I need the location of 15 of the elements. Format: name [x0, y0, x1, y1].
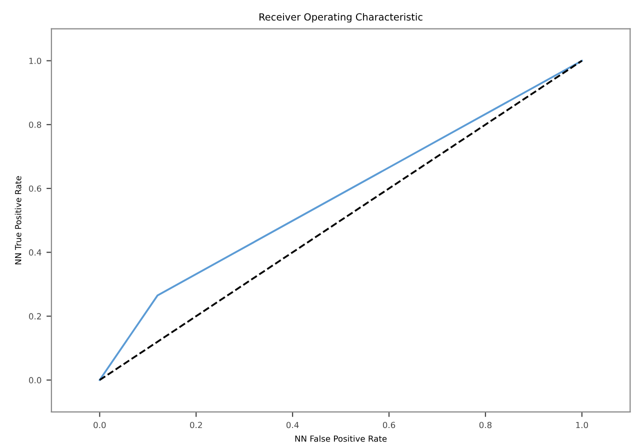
x-tick-label: 0.4 [286, 422, 299, 428]
y-tick-label: 0.8 [29, 122, 42, 128]
y-tick-label: 0.6 [29, 185, 42, 192]
y-tick-label: 0.0 [29, 377, 42, 384]
x-tick-label: 0.8 [479, 422, 492, 428]
x-tick-label: 0.6 [382, 422, 396, 428]
y-tick-label: 1.0 [29, 58, 42, 64]
x-tick-label: 0.0 [94, 422, 106, 428]
x-tick-label: 1.0 [576, 422, 588, 428]
y-tick-label: 0.2 [29, 313, 41, 320]
chart-title: Receiver Operating Characteristic [260, 13, 422, 22]
y-axis-title: NN True Positive Rate [14, 176, 22, 264]
x-tick-label: 0.2 [190, 422, 202, 428]
y-tick-label: 0.4 [29, 249, 42, 256]
x-axis-title: NN False Positive Rate [295, 435, 387, 442]
